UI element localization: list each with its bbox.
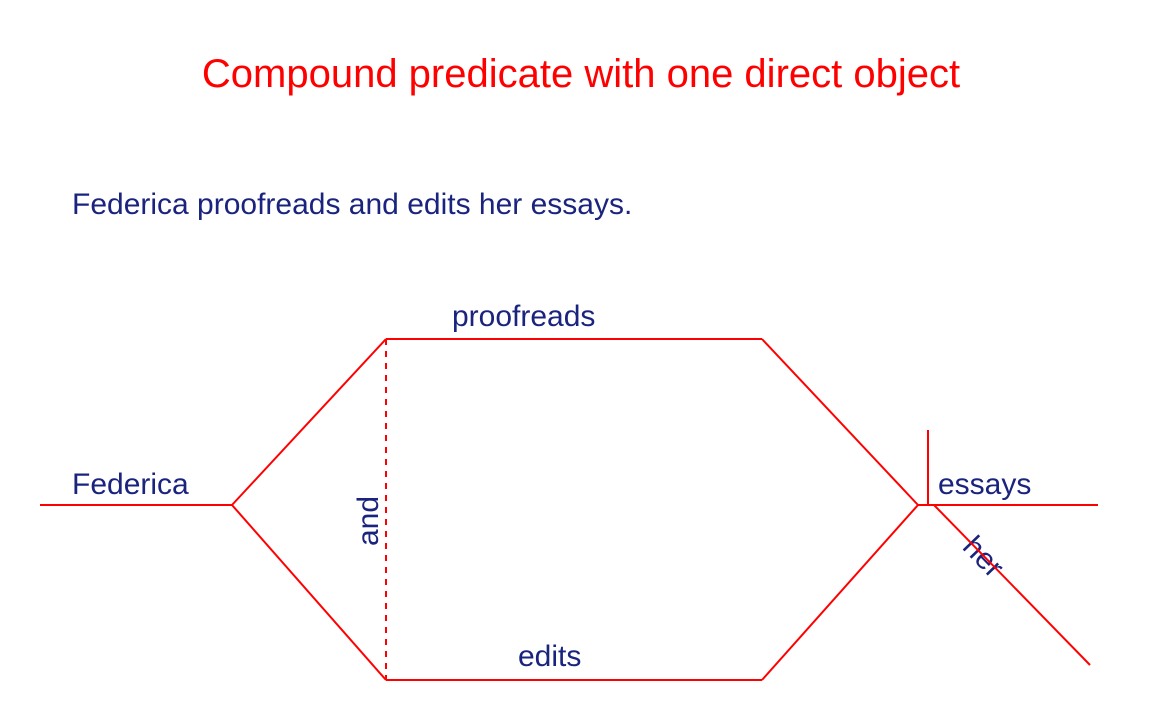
split-upper-diagonal bbox=[232, 339, 386, 505]
modifier-diagonal bbox=[934, 505, 1090, 665]
merge-lower-diagonal bbox=[762, 505, 918, 680]
sentence-diagram-svg bbox=[0, 0, 1162, 724]
split-lower-diagonal bbox=[232, 505, 386, 680]
merge-upper-diagonal bbox=[762, 339, 918, 505]
